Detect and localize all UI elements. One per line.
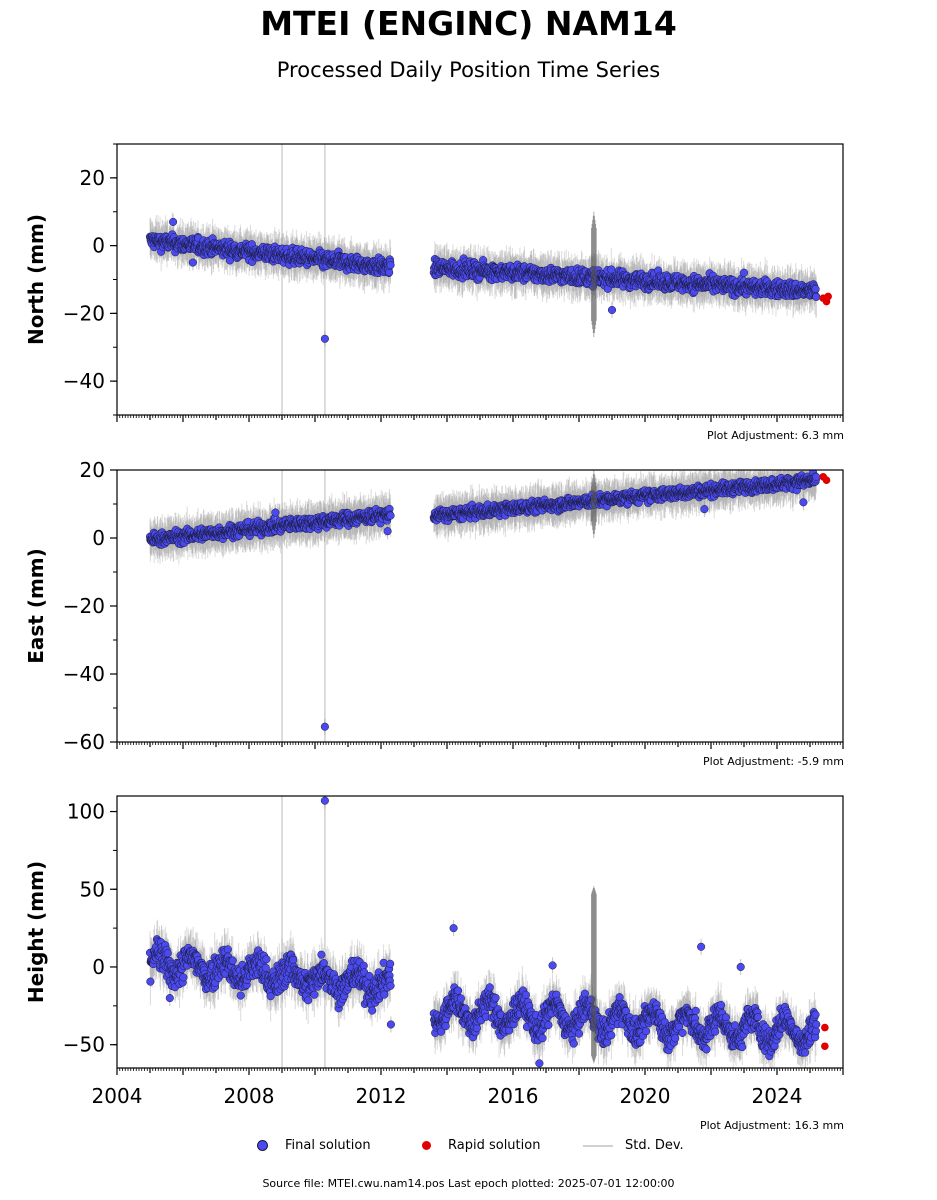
outlier-point-1	[169, 217, 178, 226]
plot-area	[145, 144, 832, 415]
outlier-point-4	[739, 268, 749, 277]
final-point	[812, 292, 821, 301]
outlier-point-3	[188, 258, 197, 267]
final-point	[386, 261, 395, 270]
final-point	[607, 265, 616, 274]
chart-title: MTEI (ENGINC) NAM14	[260, 4, 677, 43]
outlier-point-2	[607, 305, 617, 315]
y-tick-label: 0	[92, 234, 105, 258]
y-tick-label: −40	[63, 369, 105, 393]
panel-0: 20 0 −20 −40 North (mm)	[24, 143, 844, 422]
y-axis-label: North (mm)	[24, 214, 48, 345]
y-tick-label: 20	[80, 166, 105, 190]
rapid-point-2	[824, 292, 832, 301]
outlier-point-0	[320, 334, 329, 343]
final-point	[811, 284, 820, 294]
final-solution-points	[145, 230, 821, 301]
plot-area	[145, 470, 831, 742]
y-tick-label: −20	[63, 301, 105, 325]
chart-subtitle: Processed Daily Position Time Series	[276, 58, 661, 82]
